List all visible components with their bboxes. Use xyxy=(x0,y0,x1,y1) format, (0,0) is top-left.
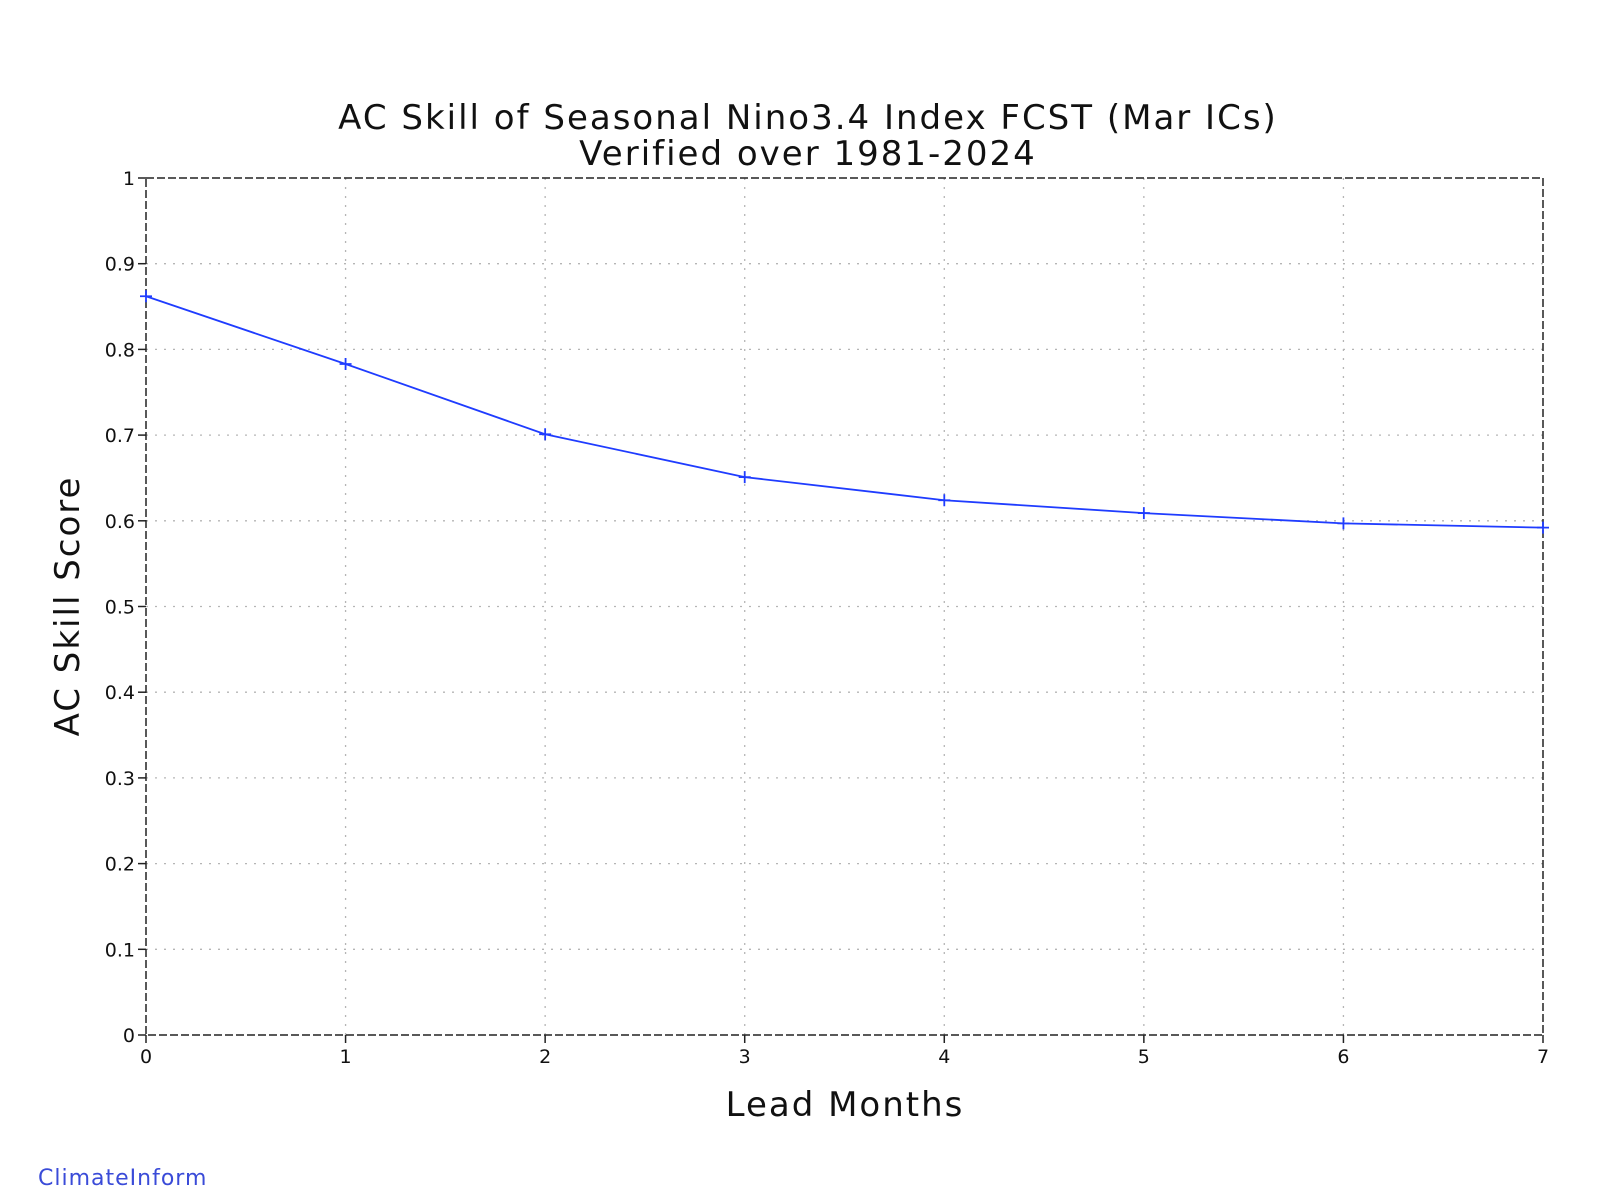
chart-title: AC Skill of Seasonal Nino3.4 Index FCST … xyxy=(338,98,1278,138)
y-tick-label: 0 xyxy=(123,1025,135,1047)
y-tick-label: 1 xyxy=(123,168,135,190)
brand-watermark: ClimateInform xyxy=(38,1166,208,1191)
data-point-marker xyxy=(539,428,552,441)
y-tick-label: 0.2 xyxy=(105,854,135,876)
x-tick-label: 7 xyxy=(1537,1046,1549,1068)
x-tick-label: 0 xyxy=(140,1046,152,1068)
plot-frame xyxy=(145,177,1544,1036)
data-point-marker xyxy=(738,471,751,484)
x-tick-label: 2 xyxy=(539,1046,551,1068)
y-tick-label: 0.6 xyxy=(105,511,135,533)
data-point-marker xyxy=(1337,517,1350,530)
y-tick-label: 0.9 xyxy=(105,254,135,276)
y-tick-label: 0.7 xyxy=(105,425,135,447)
x-tick-label: 5 xyxy=(1138,1046,1150,1068)
series-layer xyxy=(140,290,1549,534)
y-tick-label: 0.8 xyxy=(105,339,135,361)
y-tick-label: 0.3 xyxy=(105,768,135,790)
data-point-marker xyxy=(1537,521,1549,534)
y-tick-label: 0.4 xyxy=(105,682,135,704)
x-tick-label: 6 xyxy=(1337,1046,1349,1068)
x-tick-label: 3 xyxy=(739,1046,751,1068)
axis-ticks: 0 1 2 3 4 5 6 7 0 0.1 0.2 0.3 0.4 0.5 0.6 0.7 0.8 0.9 1 xyxy=(105,168,1549,1068)
x-tick-label: 1 xyxy=(340,1046,352,1068)
x-tick-label: 4 xyxy=(938,1046,950,1068)
series-line xyxy=(145,295,1544,529)
y-tick-label: 0.1 xyxy=(105,939,135,961)
y-axis-label: AC Skill Score xyxy=(48,476,88,737)
data-point-marker xyxy=(339,357,352,370)
grid-lines xyxy=(146,178,1543,1035)
data-point-marker xyxy=(140,290,152,303)
data-point-marker xyxy=(938,494,951,507)
x-axis-label: Lead Months xyxy=(726,1085,965,1125)
y-tick-label: 0.5 xyxy=(105,597,135,619)
data-point-marker xyxy=(1137,507,1150,520)
chart-subtitle: Verified over 1981-2024 xyxy=(579,134,1037,174)
